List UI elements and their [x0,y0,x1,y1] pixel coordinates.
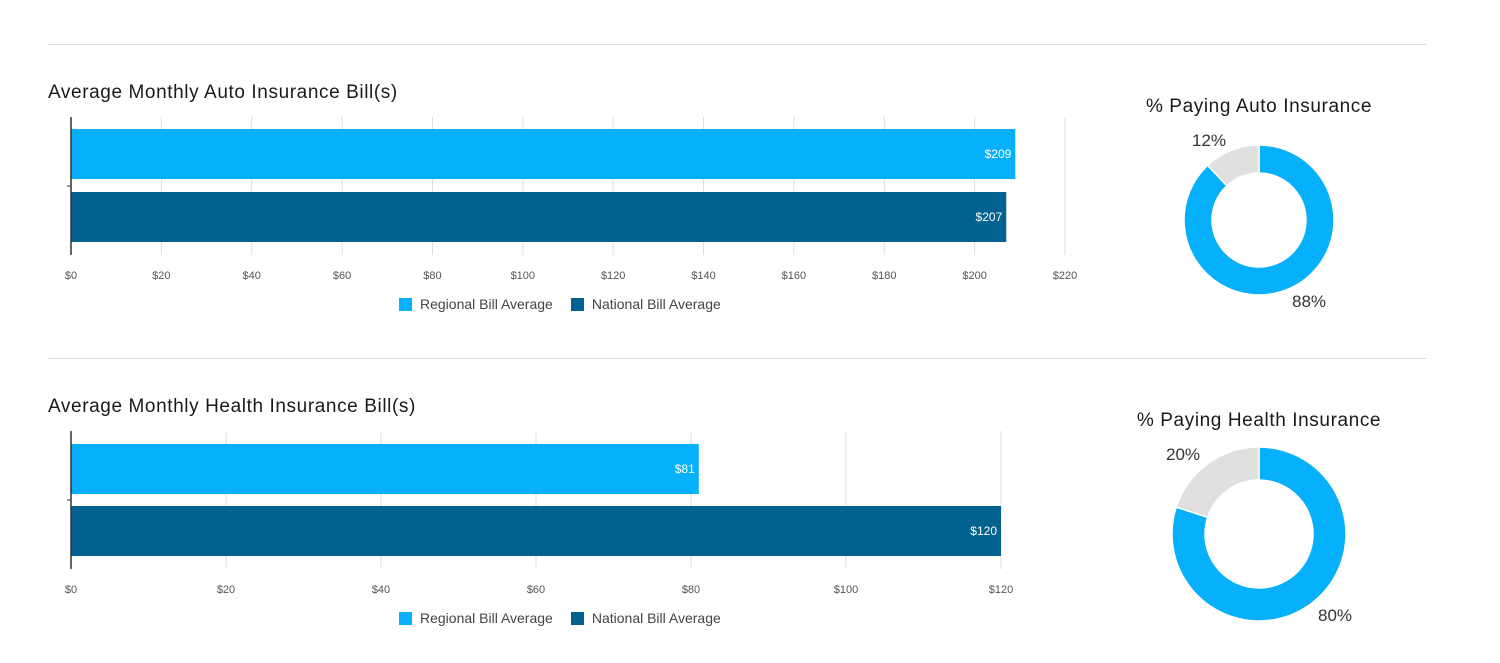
x-tick-label: $200 [962,270,986,282]
bar-value-label: $209 [985,147,1012,161]
x-tick-label: $120 [989,584,1013,596]
middle-divider [48,358,1426,359]
donut-slice-label: 88% [1292,292,1326,311]
top-divider [48,44,1426,45]
x-tick-label: $0 [65,584,77,596]
health-bar-chart-title: Average Monthly Health Insurance Bill(s) [48,396,416,417]
legend-swatch-regional [399,611,412,625]
legend-item-regional: Regional Bill Average [399,296,553,312]
bar-value-label: $207 [976,210,1003,224]
auto-legend: Regional Bill Average National Bill Aver… [399,296,739,312]
x-tick-label: $60 [527,584,545,596]
x-tick-label: $80 [682,584,700,596]
x-tick-label: $0 [65,270,77,282]
bar [71,192,1007,242]
x-tick-label: $100 [834,584,858,596]
donut-slice-label: 20% [1166,445,1200,464]
legend-label-regional: Regional Bill Average [420,610,553,626]
legend-swatch-national [570,297,584,311]
bar-value-label: $81 [675,462,695,476]
bar [71,129,1016,179]
legend-item-national: National Bill Average [570,296,721,312]
x-tick-label: $60 [333,270,351,282]
legend-label-national: National Bill Average [591,610,721,626]
legend-label-regional: Regional Bill Average [420,296,553,312]
x-tick-label: $140 [691,270,715,282]
x-tick-label: $180 [872,270,896,282]
bar [71,444,699,494]
donut-slice [1206,144,1260,187]
donut-slice-label: 80% [1318,606,1352,625]
bar [71,506,1001,556]
bar-value-label: $120 [970,524,997,538]
x-tick-label: $120 [601,270,625,282]
x-tick-label: $100 [511,270,535,282]
legend-item-national: National Bill Average [570,610,721,626]
x-tick-label: $20 [152,270,170,282]
auto-bar-chart-title: Average Monthly Auto Insurance Bill(s) [48,82,398,103]
donut-slice [1183,144,1335,296]
health-legend: Regional Bill Average National Bill Aver… [399,610,739,626]
x-tick-label: $40 [243,270,261,282]
donut-slice [1175,446,1260,519]
x-tick-label: $20 [217,584,235,596]
donut-slice [1171,446,1347,622]
x-tick-label: $80 [423,270,441,282]
donut-slice-label: 12% [1192,131,1226,150]
x-tick-label: $220 [1053,270,1077,282]
health-donut-title: % Paying Health Insurance [1136,410,1382,431]
x-tick-label: $160 [782,270,806,282]
legend-swatch-regional [399,297,412,311]
legend-swatch-national [570,611,584,625]
x-tick-label: $40 [372,584,390,596]
legend-label-national: National Bill Average [591,296,721,312]
auto-donut-title: % Paying Auto Insurance [1145,96,1373,117]
legend-item-regional: Regional Bill Average [399,610,553,626]
